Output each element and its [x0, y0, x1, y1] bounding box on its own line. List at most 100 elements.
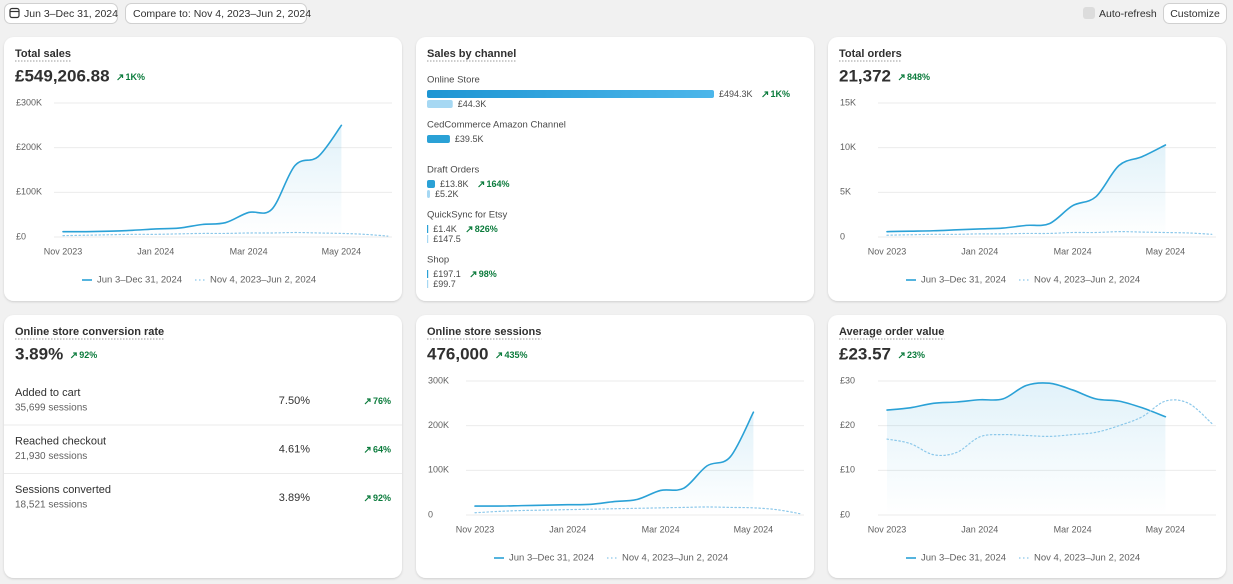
- row-label: Reached checkout: [15, 435, 106, 447]
- compare-range: Compare to: Nov 4, 2023–Jun 2, 2024: [133, 8, 311, 20]
- row-change: 64%: [373, 444, 391, 454]
- channel-bar: [427, 280, 429, 288]
- row-sessions: 35,699 sessions: [15, 403, 87, 414]
- date-range: Jun 3–Dec 31, 2024: [24, 8, 118, 20]
- y-tick-label: 0: [840, 231, 845, 241]
- x-tick-label: Jan 2024: [961, 524, 998, 534]
- channel-bar: [427, 90, 714, 98]
- y-tick-label: 0: [428, 509, 433, 519]
- y-tick-label: 5K: [840, 187, 851, 197]
- y-tick-label: 100K: [428, 465, 449, 475]
- x-tick-label: Mar 2024: [642, 524, 680, 534]
- x-tick-label: Jan 2024: [549, 524, 586, 534]
- series-line: [886, 231, 1213, 236]
- series-area: [63, 125, 342, 237]
- y-tick-label: £10: [840, 465, 855, 475]
- y-tick-label: £200K: [16, 142, 42, 152]
- date-range-button[interactable]: [4, 3, 118, 24]
- channel-name: Shop: [427, 255, 449, 266]
- card: [416, 37, 814, 301]
- series-line: [886, 399, 1213, 457]
- channel-value: £197.1: [433, 269, 461, 279]
- calendar-icon: [9, 7, 20, 19]
- change-arrow: [496, 352, 503, 359]
- y-tick-label: £0: [16, 231, 26, 241]
- channel-bar: [427, 135, 450, 143]
- x-tick-label: Jan 2024: [137, 246, 174, 256]
- change-arrow: [70, 352, 77, 359]
- channel-bar: [427, 270, 429, 278]
- x-tick-label: May 2024: [1146, 246, 1186, 256]
- change-arrow: [466, 226, 473, 233]
- x-tick-label: Jan 2024: [961, 246, 998, 256]
- series-line: [62, 231, 389, 237]
- customize-label: Customize: [1170, 8, 1220, 20]
- channel-bar: [427, 235, 429, 243]
- row-change: 92%: [373, 493, 391, 503]
- legend-label: Nov 4, 2023–Jun 2, 2024: [1034, 275, 1140, 286]
- row-label: Added to cart: [15, 387, 80, 399]
- customize-button[interactable]: [1163, 3, 1227, 24]
- change-value: 98%: [479, 269, 497, 279]
- channel-name: QuickSync for Etsy: [427, 210, 507, 221]
- x-tick-label: May 2024: [1146, 524, 1186, 534]
- card-value: 476,000: [427, 344, 488, 363]
- change-arrow: [470, 271, 477, 278]
- row-rate: 4.61%: [279, 443, 310, 455]
- channel-value: £147.5: [433, 234, 461, 244]
- channel-name: Online Store: [427, 75, 480, 86]
- change-arrow: [478, 181, 485, 188]
- channel-bar: [427, 100, 453, 108]
- channel-value: £5.2K: [435, 189, 459, 199]
- card-title: Average order value: [839, 326, 944, 338]
- change-value: 1K%: [771, 89, 791, 99]
- channel-value: £13.8K: [440, 179, 469, 189]
- row-label: Sessions converted: [15, 484, 111, 496]
- card-title: Online store sessions: [427, 326, 541, 338]
- row-rate: 7.50%: [279, 395, 310, 407]
- series-area: [887, 382, 1166, 515]
- x-tick-label: Nov 2023: [44, 246, 83, 256]
- y-tick-label: £0: [840, 509, 850, 519]
- change-value: 23%: [907, 350, 925, 360]
- series-area: [475, 412, 754, 515]
- legend-label: Jun 3–Dec 31, 2024: [921, 553, 1006, 564]
- change-value: 92%: [79, 350, 97, 360]
- x-tick-label: Nov 2023: [868, 246, 907, 256]
- channel-value: £44.3K: [458, 99, 487, 109]
- y-tick-label: £20: [840, 420, 855, 430]
- change-arrow: [762, 91, 769, 98]
- y-tick-label: 300K: [428, 375, 449, 385]
- card-title: Total sales: [15, 48, 71, 60]
- y-tick-label: 10K: [840, 142, 856, 152]
- x-tick-label: Mar 2024: [1054, 524, 1092, 534]
- card-title: Sales by channel: [427, 48, 516, 60]
- x-tick-label: May 2024: [322, 246, 362, 256]
- x-tick-label: Nov 2023: [456, 524, 495, 534]
- channel-bar: [427, 180, 436, 188]
- series-line: [886, 382, 1167, 418]
- change-arrow: [364, 495, 371, 502]
- change-value: 435%: [504, 350, 527, 360]
- y-tick-label: £30: [840, 375, 855, 385]
- channel-value: £99.7: [433, 279, 456, 289]
- legend-label: Nov 4, 2023–Jun 2, 2024: [210, 275, 316, 286]
- channel-name: CedCommerce Amazon Channel: [427, 120, 566, 131]
- change-value: 848%: [907, 72, 930, 82]
- legend-label: Jun 3–Dec 31, 2024: [97, 275, 182, 286]
- channel-value: £39.5K: [455, 134, 484, 144]
- compare-button[interactable]: [125, 3, 307, 24]
- card-value: £549,206.88: [15, 66, 110, 85]
- change-arrow: [364, 398, 371, 405]
- row-sessions: 18,521 sessions: [15, 500, 87, 511]
- auto-refresh-checkbox[interactable]: [1083, 7, 1095, 19]
- row-rate: 3.89%: [279, 492, 310, 504]
- channel-name: Draft Orders: [427, 165, 480, 176]
- card-title: Online store conversion rate: [15, 326, 164, 338]
- y-tick-label: 200K: [428, 420, 449, 430]
- legend-label: Jun 3–Dec 31, 2024: [509, 553, 594, 564]
- change-arrow: [898, 74, 905, 81]
- row-sessions: 21,930 sessions: [15, 451, 87, 462]
- legend-label: Nov 4, 2023–Jun 2, 2024: [622, 553, 728, 564]
